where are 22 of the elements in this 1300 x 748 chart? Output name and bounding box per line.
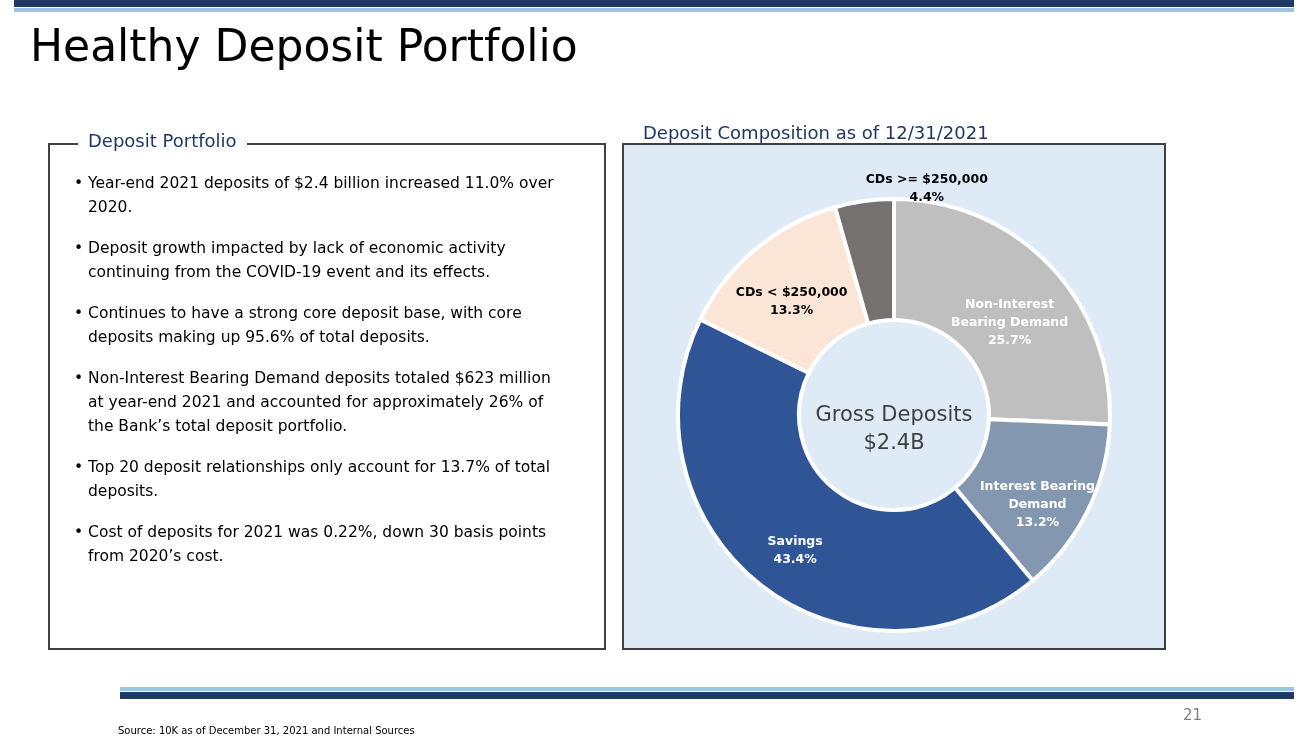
data-label: 13.3% [769, 302, 814, 318]
text: Deposit Portfolio [78, 130, 247, 151]
data-label: 25.7% [987, 332, 1032, 348]
slice-label: Interest Bearing Demand [979, 477, 1096, 511]
slice-label: CDs >= $250,000 [865, 171, 989, 187]
text: 21 [1183, 706, 1203, 724]
data-label: 43.4% [773, 550, 818, 566]
text: • Continues to have a strong core deposit base, with core deposits making up 95.6% of total deposits. [73, 303, 523, 348]
text: • Deposit growth impacted by lack of economic activity continuing from the COVID-19 event and its effects. [73, 238, 507, 283]
slice-label: Non-Interest Bearing Demand [950, 296, 1069, 330]
text: Gross Deposits $2.4B [815, 402, 973, 454]
data-label: 13.2% [1015, 513, 1060, 529]
text: • Cost of deposits for 2021 was 0.22%, down 30 basis points from 2020’s cost. [73, 522, 548, 567]
data-label: 4.4% [909, 189, 945, 205]
text: • Year-end 2021 deposits of $2.4 billion increased 11.0% over 2020. [73, 173, 555, 218]
chart-title: Deposit Composition as of 12/31/2021 [633, 122, 999, 143]
slice-label: Savings [767, 532, 823, 548]
text: • Top 20 deposit relationships only account for 13.7% of total deposits. [73, 457, 552, 502]
source-note: Source: 10K as of December 31, 2021 and Internal Sources [118, 725, 415, 736]
text: Healthy Deposit Portfolio [30, 20, 578, 71]
slice-label: CDs < $250,000 [735, 284, 848, 300]
text: • Non-Interest Bearing Demand deposits totaled $623 million at year-end 2021 and accounted for approximately 26% of the Bank’s total deposit portfolio. [73, 368, 552, 437]
